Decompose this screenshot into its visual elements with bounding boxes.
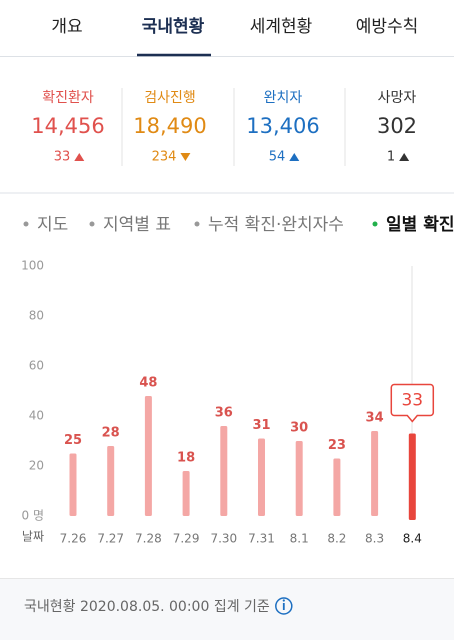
value-label: 23 (328, 438, 346, 453)
bar (295, 441, 303, 516)
bar (107, 446, 115, 516)
y-tick-label: 60 (29, 359, 44, 373)
tab[interactable]: 예방수칙 (356, 17, 419, 37)
filter[interactable]: 지역별 표 (103, 215, 171, 235)
stat-value: 14,456 (31, 114, 104, 138)
x-tick-label: 8.3 (365, 532, 384, 546)
y-tick-label: 80 (29, 309, 44, 323)
bar (258, 438, 265, 516)
stat-value: 302 (377, 114, 417, 138)
value-label: 31 (252, 418, 270, 433)
stat-value: 13,406 (246, 114, 319, 138)
stat-change: 1 (387, 150, 395, 165)
stat-label: 완치자 (264, 90, 303, 106)
stat-change: 54 (269, 150, 286, 165)
value-label: 34 (366, 411, 384, 426)
value-label: 25 (64, 433, 82, 448)
x-tick-label: 8.1 (290, 532, 309, 546)
section-divider (0, 192, 454, 194)
tab[interactable]: 개요 (51, 17, 82, 37)
x-tick-label: 7.29 (173, 532, 200, 546)
filter-bullet (194, 221, 200, 227)
bar (408, 433, 416, 520)
bar (69, 453, 77, 516)
stat-value: 18,490 (133, 114, 206, 138)
stat-label: 검사진행 (144, 90, 196, 106)
bar (371, 431, 379, 516)
value-label: 36 (215, 406, 233, 421)
filter-bullet (23, 221, 29, 227)
x-tick-label: 7.27 (97, 532, 124, 546)
x-tick-label: 8.2 (327, 532, 346, 546)
filter[interactable]: 누적 확진·완치자수 (208, 215, 344, 235)
trend-arrow (180, 153, 191, 161)
x-tick-label: 7.28 (135, 532, 162, 546)
bar (144, 396, 152, 516)
value-callout (390, 383, 435, 423)
filter[interactable]: 지도 (37, 215, 68, 235)
value-label: 30 (290, 421, 308, 436)
bar (182, 471, 190, 516)
info-icon[interactable] (275, 597, 293, 615)
y-tick-label: 20 (29, 459, 44, 473)
x-tick-label: 7.31 (248, 532, 275, 546)
tab[interactable]: 세계현황 (250, 17, 313, 37)
footer-band (0, 578, 454, 640)
x-tick-label: 7.26 (60, 532, 87, 546)
footer-text: 국내현황 2020.08.05. 00:00 집계 기준 (24, 599, 270, 615)
filter-bullet (372, 221, 378, 227)
value-label: 18 (177, 451, 195, 466)
stat-label: 확진환자 (42, 90, 94, 106)
y-tick-label: 0 명 (22, 509, 45, 523)
x-axis-label: 날짜 (22, 530, 44, 544)
tab[interactable]: 국내현황 (142, 17, 205, 37)
value-label: 48 (139, 376, 157, 391)
y-tick-label: 100 (21, 259, 44, 273)
trend-arrow (399, 153, 410, 161)
trend-arrow (289, 153, 300, 161)
bar (220, 426, 228, 516)
info-icon-stem (282, 603, 285, 610)
x-tick-label: 7.30 (210, 532, 237, 546)
stat-label: 사망자 (378, 90, 417, 106)
value-label: 33 (401, 391, 423, 411)
value-label: 28 (102, 426, 120, 441)
stat-change: 234 (152, 150, 177, 165)
stat-change: 33 (54, 150, 71, 165)
bar (333, 458, 341, 516)
x-tick-label: 8.4 (403, 532, 422, 546)
filter[interactable]: 일별 확진 (386, 215, 454, 235)
trend-arrow (74, 153, 85, 161)
info-icon-dot (282, 599, 285, 602)
filter-bullet (89, 221, 95, 227)
y-tick-label: 40 (29, 409, 44, 423)
